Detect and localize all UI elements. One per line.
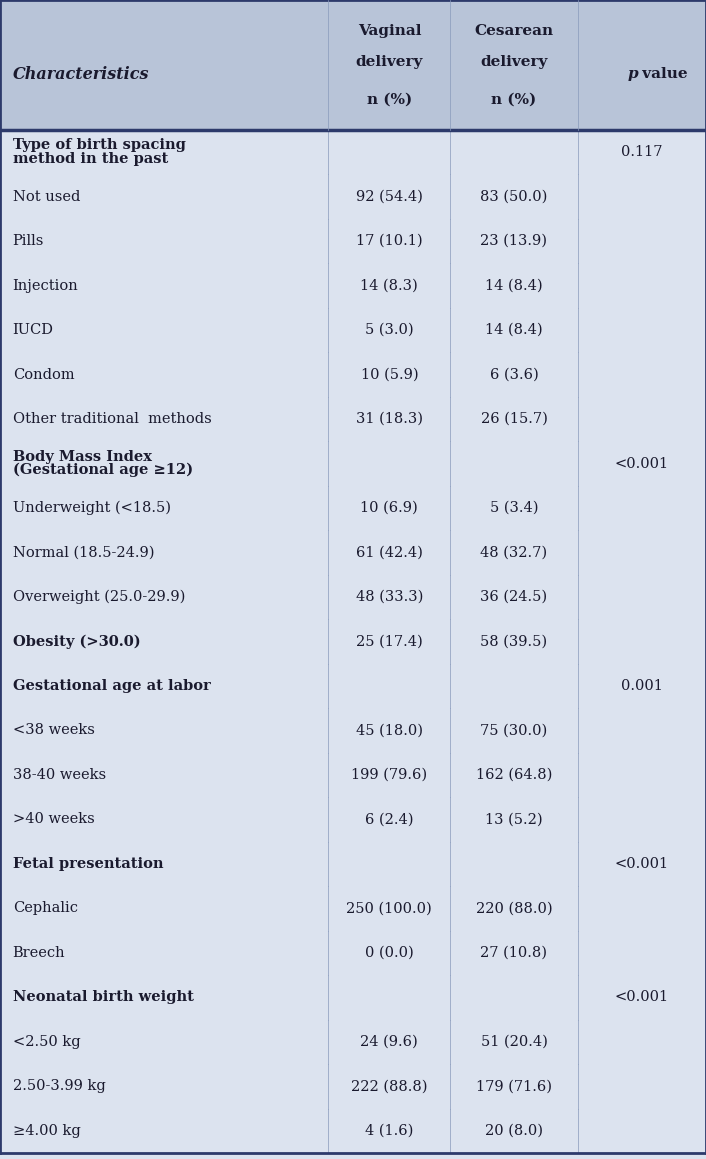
Text: 61 (42.4): 61 (42.4) (356, 546, 423, 560)
Text: 222 (88.8): 222 (88.8) (351, 1079, 428, 1093)
Bar (0, 841, 706, 887)
Text: Neonatal birth weight: Neonatal birth weight (13, 991, 193, 1005)
Text: 17 (10.1): 17 (10.1) (356, 234, 423, 248)
Text: <2.50 kg: <2.50 kg (13, 1035, 80, 1049)
Bar (0, 531, 706, 575)
Text: 75 (30.0): 75 (30.0) (480, 723, 548, 737)
Text: Type of birth spacing: Type of birth spacing (13, 138, 186, 152)
Bar (0, 1020, 706, 1064)
Text: (Gestational age ≥12): (Gestational age ≥12) (13, 462, 193, 478)
Text: 45 (18.0): 45 (18.0) (356, 723, 423, 737)
Text: 92 (54.4): 92 (54.4) (356, 190, 423, 204)
Text: 5 (3.0): 5 (3.0) (365, 323, 414, 337)
Text: 162 (64.8): 162 (64.8) (476, 768, 552, 782)
Bar (0, 174, 706, 219)
Text: Breech: Breech (13, 946, 66, 960)
Text: value: value (637, 67, 688, 81)
Text: 10 (6.9): 10 (6.9) (361, 501, 418, 515)
Text: 2.50-3.99 kg: 2.50-3.99 kg (13, 1079, 105, 1093)
Bar (0, 708, 706, 752)
Text: 48 (33.3): 48 (33.3) (356, 590, 423, 604)
Text: 13 (5.2): 13 (5.2) (485, 812, 543, 826)
Text: delivery: delivery (356, 56, 423, 70)
Text: >40 weeks: >40 weeks (13, 812, 95, 826)
Text: Normal (18.5-24.9): Normal (18.5-24.9) (13, 546, 154, 560)
Text: 24 (9.6): 24 (9.6) (361, 1035, 418, 1049)
Text: ≥4.00 kg: ≥4.00 kg (13, 1124, 80, 1138)
Bar (0, 219, 706, 263)
Bar (0, 931, 706, 975)
Bar (0, 752, 706, 797)
Text: 0.001: 0.001 (621, 679, 663, 693)
Bar (0, 1109, 706, 1153)
Text: Underweight (<18.5): Underweight (<18.5) (13, 501, 171, 516)
Bar (0, 130, 706, 174)
Text: n (%): n (%) (366, 93, 412, 107)
Text: 5 (3.4): 5 (3.4) (490, 501, 538, 515)
Bar (0, 975, 706, 1020)
Bar (0, 486, 706, 531)
Text: 6 (3.6): 6 (3.6) (489, 367, 539, 381)
Bar (0, 887, 706, 931)
Text: 14 (8.4): 14 (8.4) (485, 323, 543, 337)
Text: Fetal presentation: Fetal presentation (13, 857, 163, 870)
Text: 27 (10.8): 27 (10.8) (481, 946, 547, 960)
Text: Obesity (>30.0): Obesity (>30.0) (13, 634, 140, 649)
Text: method in the past: method in the past (13, 152, 168, 166)
Bar (0, 352, 706, 396)
Text: Body Mass Index: Body Mass Index (13, 450, 152, 464)
Bar (0, 797, 706, 841)
Text: Overweight (25.0-29.9): Overweight (25.0-29.9) (13, 590, 185, 604)
Text: 23 (13.9): 23 (13.9) (481, 234, 547, 248)
Text: 38-40 weeks: 38-40 weeks (13, 768, 106, 782)
Text: Not used: Not used (13, 190, 80, 204)
Text: <0.001: <0.001 (615, 991, 669, 1005)
Text: 250 (100.0): 250 (100.0) (347, 902, 432, 916)
Text: Injection: Injection (13, 278, 78, 292)
Bar (0, 0, 706, 130)
Text: <0.001: <0.001 (615, 857, 669, 870)
Text: 4 (1.6): 4 (1.6) (365, 1124, 414, 1138)
Text: 20 (8.0): 20 (8.0) (485, 1124, 543, 1138)
Text: 51 (20.4): 51 (20.4) (481, 1035, 547, 1049)
Bar (0, 575, 706, 619)
Text: 10 (5.9): 10 (5.9) (361, 367, 418, 381)
Text: Condom: Condom (13, 367, 74, 381)
Bar (0, 1064, 706, 1109)
Text: Gestational age at labor: Gestational age at labor (13, 679, 210, 693)
Text: 25 (17.4): 25 (17.4) (356, 634, 423, 649)
Text: p: p (628, 67, 638, 81)
Bar (0, 619, 706, 664)
Text: 0.117: 0.117 (621, 145, 662, 159)
Bar (0, 308, 706, 352)
Text: 14 (8.3): 14 (8.3) (361, 278, 418, 292)
Text: 48 (32.7): 48 (32.7) (480, 546, 548, 560)
Text: 36 (24.5): 36 (24.5) (480, 590, 548, 604)
Text: 0 (0.0): 0 (0.0) (365, 946, 414, 960)
Text: 14 (8.4): 14 (8.4) (485, 278, 543, 292)
Text: Characteristics: Characteristics (13, 66, 149, 82)
Text: 31 (18.3): 31 (18.3) (356, 413, 423, 427)
Bar (0, 664, 706, 708)
Text: 220 (88.0): 220 (88.0) (476, 902, 552, 916)
Text: 83 (50.0): 83 (50.0) (480, 190, 548, 204)
Text: Cesarean: Cesarean (474, 24, 554, 38)
Text: 179 (71.6): 179 (71.6) (476, 1079, 552, 1093)
Text: <0.001: <0.001 (615, 457, 669, 471)
Text: IUCD: IUCD (13, 323, 54, 337)
Text: <38 weeks: <38 weeks (13, 723, 95, 737)
Text: delivery: delivery (480, 56, 548, 70)
Text: 26 (15.7): 26 (15.7) (481, 413, 547, 427)
Text: 199 (79.6): 199 (79.6) (352, 768, 427, 782)
Bar (0, 396, 706, 442)
Text: n (%): n (%) (491, 93, 537, 107)
Bar (0, 442, 706, 486)
Bar (0, 263, 706, 308)
Text: Other traditional  methods: Other traditional methods (13, 413, 212, 427)
Text: Vaginal: Vaginal (358, 24, 421, 38)
Text: 6 (2.4): 6 (2.4) (365, 812, 414, 826)
Text: Pills: Pills (13, 234, 44, 248)
Text: Cephalic: Cephalic (13, 902, 78, 916)
Text: 58 (39.5): 58 (39.5) (480, 634, 548, 649)
